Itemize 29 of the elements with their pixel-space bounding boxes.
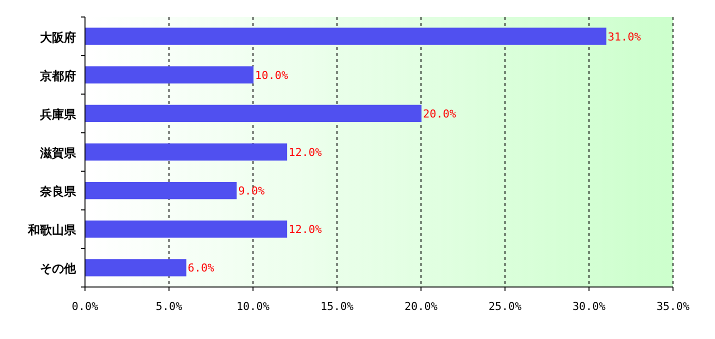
y-tick-label: 奈良県	[39, 184, 77, 199]
data-label: 9.0%	[238, 184, 266, 198]
data-label: 12.0%	[288, 223, 322, 236]
bar	[84, 259, 186, 276]
bar	[84, 28, 606, 45]
data-label: 31.0%	[608, 30, 642, 44]
data-label: 6.0%	[188, 262, 215, 275]
x-tick-label: 5.0%	[156, 300, 183, 313]
y-tick-label: 大阪府	[40, 30, 76, 44]
bar	[84, 143, 288, 161]
bar	[84, 182, 237, 200]
x-tick-label: 20.0%	[404, 300, 438, 313]
data-label: 12.0%	[288, 146, 322, 159]
bar	[84, 220, 288, 238]
y-tick-label: 和歌山県	[27, 223, 77, 238]
data-label: 10.0%	[255, 68, 288, 82]
x-tick-label: 30.0%	[572, 300, 606, 313]
y-tick-label: 京都府	[39, 68, 76, 83]
x-tick-label: 0.0%	[72, 300, 99, 313]
bar	[84, 104, 422, 122]
y-tick-label: 滋賀県	[39, 146, 77, 160]
y-tick-label: その他	[40, 262, 77, 276]
y-tick-label: 兵庫県	[39, 107, 77, 122]
bar	[84, 66, 254, 84]
x-tick-label: 35.0%	[656, 300, 690, 313]
x-tick-label: 15.0%	[320, 300, 354, 313]
x-tick-label: 10.0%	[236, 300, 270, 313]
data-label: 20.0%	[423, 107, 456, 120]
x-tick-label: 25.0%	[488, 300, 522, 313]
